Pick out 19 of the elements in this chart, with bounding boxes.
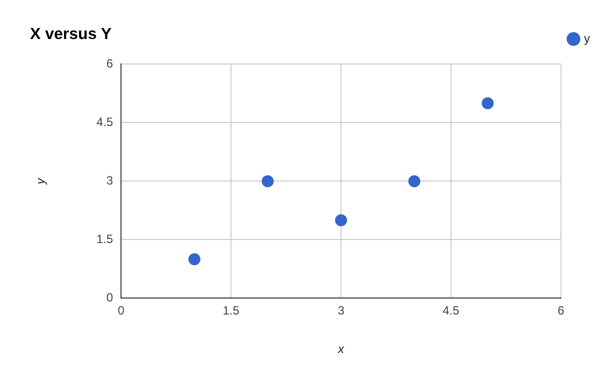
x-tick-label: 3 (338, 304, 345, 318)
legend-label: y (584, 31, 590, 46)
point (335, 214, 348, 226)
x-tick-label: 1.5 (222, 304, 240, 318)
y-axis-title: y (34, 177, 48, 186)
point (408, 175, 420, 188)
point (188, 253, 200, 266)
x-tick-label: 0 (118, 304, 125, 318)
y-tick-label: 0 (106, 290, 114, 305)
point (262, 175, 274, 188)
x-axis-title: x (337, 342, 346, 356)
x-tick-label: 4.5 (442, 304, 460, 318)
y-tick-label: 3 (106, 174, 114, 188)
y-tick-label: 1.5 (96, 232, 114, 246)
y-tick-label: 6 (106, 56, 114, 71)
point (482, 97, 494, 110)
x-tick-label: 6 (558, 304, 565, 318)
chart-title: X versus Y (30, 26, 112, 44)
y-tick-label: 4.5 (96, 115, 114, 130)
